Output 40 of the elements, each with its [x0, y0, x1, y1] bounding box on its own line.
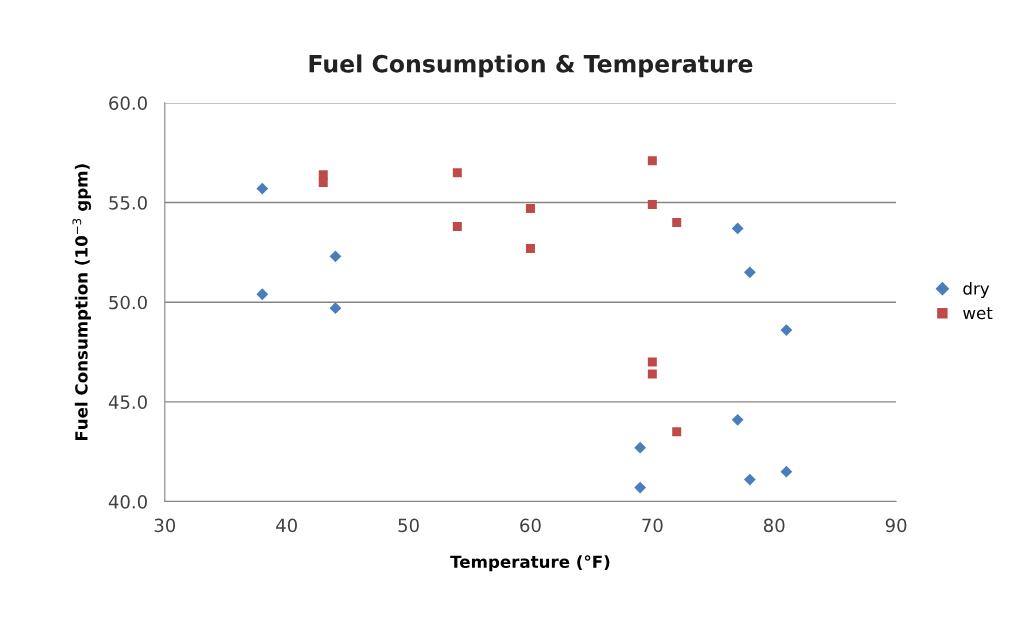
y-axis-title: Fuel Consumption (10$^{−3}$ gpm) — [72, 164, 92, 441]
legend-label: dry — [963, 281, 990, 299]
x-tick-label: 50 — [398, 518, 419, 533]
point — [647, 369, 657, 379]
y-tick-label: 40.0 — [108, 495, 147, 509]
point — [329, 302, 342, 315]
y-tick-label: 45.0 — [108, 395, 147, 409]
point — [634, 441, 647, 454]
point — [672, 427, 682, 437]
point — [256, 182, 269, 195]
point — [647, 200, 657, 210]
chart-title: Fuel Consumption & Temperature — [309, 54, 753, 78]
point — [634, 481, 647, 494]
x-tick-label: 70 — [642, 518, 663, 533]
point — [672, 217, 682, 227]
x-tick-label: 40 — [276, 518, 297, 533]
point — [780, 324, 793, 337]
point — [647, 357, 657, 367]
y-tick-label: 60.0 — [109, 96, 147, 110]
point — [256, 288, 269, 301]
point — [318, 178, 328, 188]
point — [329, 250, 342, 263]
legend-label: wet — [963, 307, 993, 320]
point — [743, 266, 756, 279]
x-axis-title: Temperature (°F) — [450, 555, 610, 572]
point — [525, 204, 535, 214]
point — [452, 221, 462, 231]
x-tick-label: 90 — [885, 518, 907, 533]
point — [743, 473, 756, 486]
x-tick-label: 30 — [154, 518, 176, 533]
x-tick-label: 60 — [520, 518, 541, 533]
point — [525, 243, 535, 253]
y-tick-label: 50.0 — [109, 295, 147, 310]
point — [647, 156, 657, 166]
point — [780, 465, 793, 478]
x-tick-label: 80 — [763, 518, 785, 533]
y-tick-label: 55.0 — [109, 196, 147, 210]
point — [731, 222, 744, 235]
point — [452, 168, 462, 178]
point — [731, 413, 744, 426]
